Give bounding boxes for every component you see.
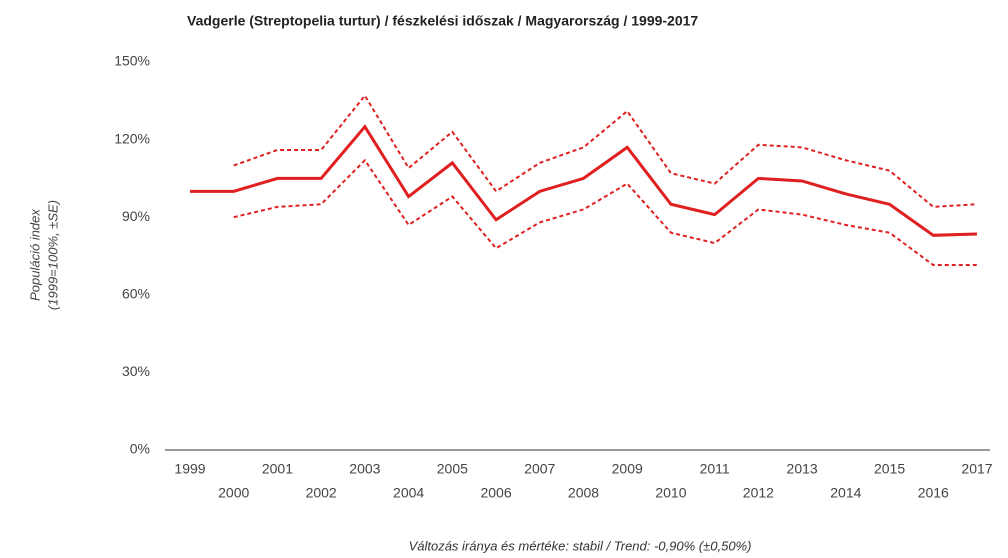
y-tick-label: 150%: [114, 53, 150, 69]
y-label-line: Populáció index: [27, 209, 42, 301]
chart: Vadgerle (Streptopelia turtur) / fészkel…: [0, 0, 1008, 558]
x-tick-label: 2005: [437, 461, 468, 477]
x-tick-label: 2014: [830, 485, 861, 501]
chart-title: Vadgerle (Streptopelia turtur) / fészkel…: [187, 13, 698, 29]
y-tick-label: 30%: [122, 363, 150, 379]
x-tick-label: 2011: [700, 461, 730, 477]
error-band-line: [234, 160, 977, 265]
x-tick-label: 2008: [568, 485, 599, 501]
x-tick-label: 2009: [612, 461, 643, 477]
x-tick-label: 2016: [918, 485, 949, 501]
x-tick-label: 2013: [787, 461, 818, 477]
x-tick-label: 2010: [655, 485, 686, 501]
x-tick-label: 2015: [874, 461, 905, 477]
x-tick-label: 2004: [393, 485, 424, 501]
y-tick-label: 0%: [130, 441, 150, 457]
y-tick-label: 60%: [122, 286, 150, 302]
index-line: [190, 127, 977, 236]
x-tick-label: 2006: [480, 485, 511, 501]
y-axis-label: Populáció index (1999=100%, ±SE): [27, 200, 60, 310]
x-tick-label: 2017: [961, 461, 992, 477]
x-tick-label: 2000: [218, 485, 249, 501]
trend-note: Változás iránya és mértéke: stabil / Tre…: [409, 538, 752, 553]
x-tick-label: 2007: [524, 461, 555, 477]
y-tick-label: 120%: [114, 130, 150, 146]
x-tick-label: 2012: [743, 485, 774, 501]
x-tick-label: 2003: [349, 461, 380, 477]
x-tick-label: 1999: [174, 461, 205, 477]
y-tick-label: 90%: [122, 208, 150, 224]
x-tick-label: 2001: [262, 461, 293, 477]
y-label-line: (1999=100%, ±SE): [45, 200, 60, 310]
x-tick-label: 2002: [306, 485, 337, 501]
